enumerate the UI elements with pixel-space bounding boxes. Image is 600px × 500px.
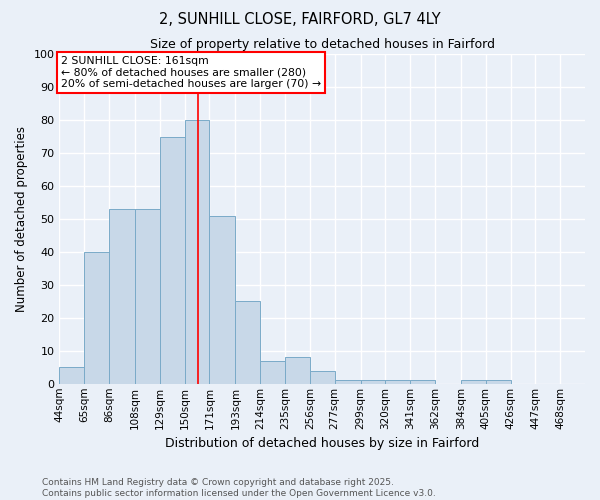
Bar	[335, 380, 361, 384]
Bar	[461, 380, 486, 384]
Bar	[410, 380, 435, 384]
Bar	[160, 137, 185, 384]
X-axis label: Distribution of detached houses by size in Fairford: Distribution of detached houses by size …	[165, 437, 479, 450]
Bar	[310, 370, 335, 384]
Bar	[486, 380, 511, 384]
Bar	[185, 120, 209, 384]
Bar	[209, 216, 235, 384]
Title: Size of property relative to detached houses in Fairford: Size of property relative to detached ho…	[150, 38, 495, 51]
Bar	[84, 252, 109, 384]
Text: 2, SUNHILL CLOSE, FAIRFORD, GL7 4LY: 2, SUNHILL CLOSE, FAIRFORD, GL7 4LY	[159, 12, 441, 28]
Bar	[385, 380, 410, 384]
Text: 2 SUNHILL CLOSE: 161sqm
← 80% of detached houses are smaller (280)
20% of semi-d: 2 SUNHILL CLOSE: 161sqm ← 80% of detache…	[61, 56, 321, 90]
Bar	[361, 380, 385, 384]
Bar	[109, 209, 135, 384]
Bar	[260, 360, 285, 384]
Bar	[285, 358, 310, 384]
Bar	[135, 209, 160, 384]
Bar	[59, 368, 84, 384]
Text: Contains HM Land Registry data © Crown copyright and database right 2025.
Contai: Contains HM Land Registry data © Crown c…	[42, 478, 436, 498]
Y-axis label: Number of detached properties: Number of detached properties	[15, 126, 28, 312]
Bar	[235, 302, 260, 384]
